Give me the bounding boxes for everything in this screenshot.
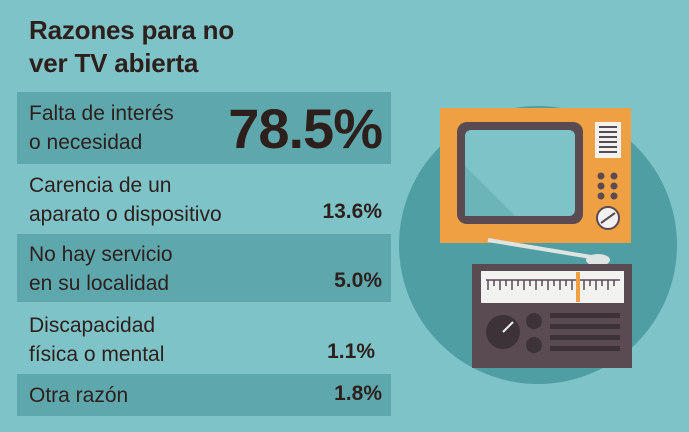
row-label-line-2: aparato o dispositivo xyxy=(29,203,222,226)
row-label-line-1: Discapacidad xyxy=(29,314,156,337)
row-value: 5.0% xyxy=(334,269,382,292)
row-value: 78.5% xyxy=(228,97,383,160)
row-label-line-2: física o mental xyxy=(29,343,165,366)
row-label-line-2: o necesidad xyxy=(29,131,143,154)
row-label: No hay servicio en su localidad xyxy=(29,240,173,298)
row-label: Discapacidad física o mental xyxy=(29,311,164,369)
table-row: Carencia de un aparato o dispositivo 13.… xyxy=(17,168,391,230)
table-row: No hay servicio en su localidad 5.0% xyxy=(17,234,391,302)
row-value: 13.6% xyxy=(322,200,382,223)
title-line-1: Razones para no xyxy=(29,15,235,45)
row-label-line-2: en su localidad xyxy=(29,272,170,295)
row-label-line-1: Carencia de un xyxy=(29,174,172,197)
row-label: Otra razón xyxy=(29,381,128,410)
row-label-line-1: Falta de interés xyxy=(29,102,174,125)
title-line-2: ver TV abierta xyxy=(29,48,199,78)
table-row: Discapacidad física o mental 1.1% xyxy=(17,306,391,370)
chart-title: Razones para no ver TV abierta xyxy=(29,14,329,80)
row-label-line-1: No hay servicio xyxy=(29,243,173,266)
tv-radio-illustration xyxy=(399,106,677,384)
table-row: Otra razón 1.8% xyxy=(17,374,391,416)
row-value: 1.8% xyxy=(334,382,382,405)
row-label: Falta de interés o necesidad xyxy=(29,99,174,157)
row-label-line-1: Otra razón xyxy=(29,384,129,407)
row-value: 1.1% xyxy=(327,340,375,363)
table-row: Falta de interés o necesidad 78.5% xyxy=(17,92,391,164)
row-label: Carencia de un aparato o dispositivo xyxy=(29,171,222,229)
television-icon xyxy=(440,108,631,243)
radio-icon xyxy=(472,238,632,368)
